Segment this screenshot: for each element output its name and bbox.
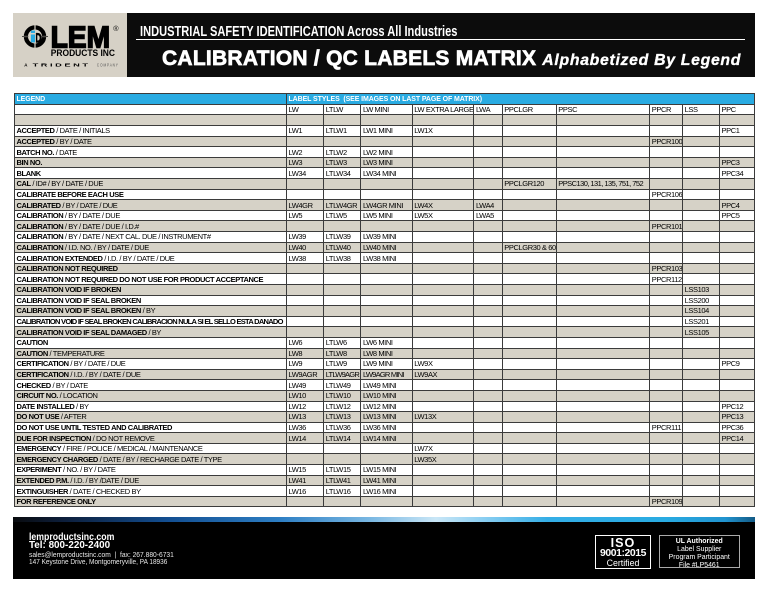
svg-text:LEM: LEM <box>51 19 111 54</box>
svg-text:C O M P A N Y: C O M P A N Y <box>97 63 118 68</box>
svg-text:A: A <box>24 63 28 68</box>
svg-text:PRODUCTS INC: PRODUCTS INC <box>51 47 115 58</box>
svg-text:T R I D E N T: T R I D E N T <box>33 63 89 68</box>
svg-text:®: ® <box>113 24 119 33</box>
